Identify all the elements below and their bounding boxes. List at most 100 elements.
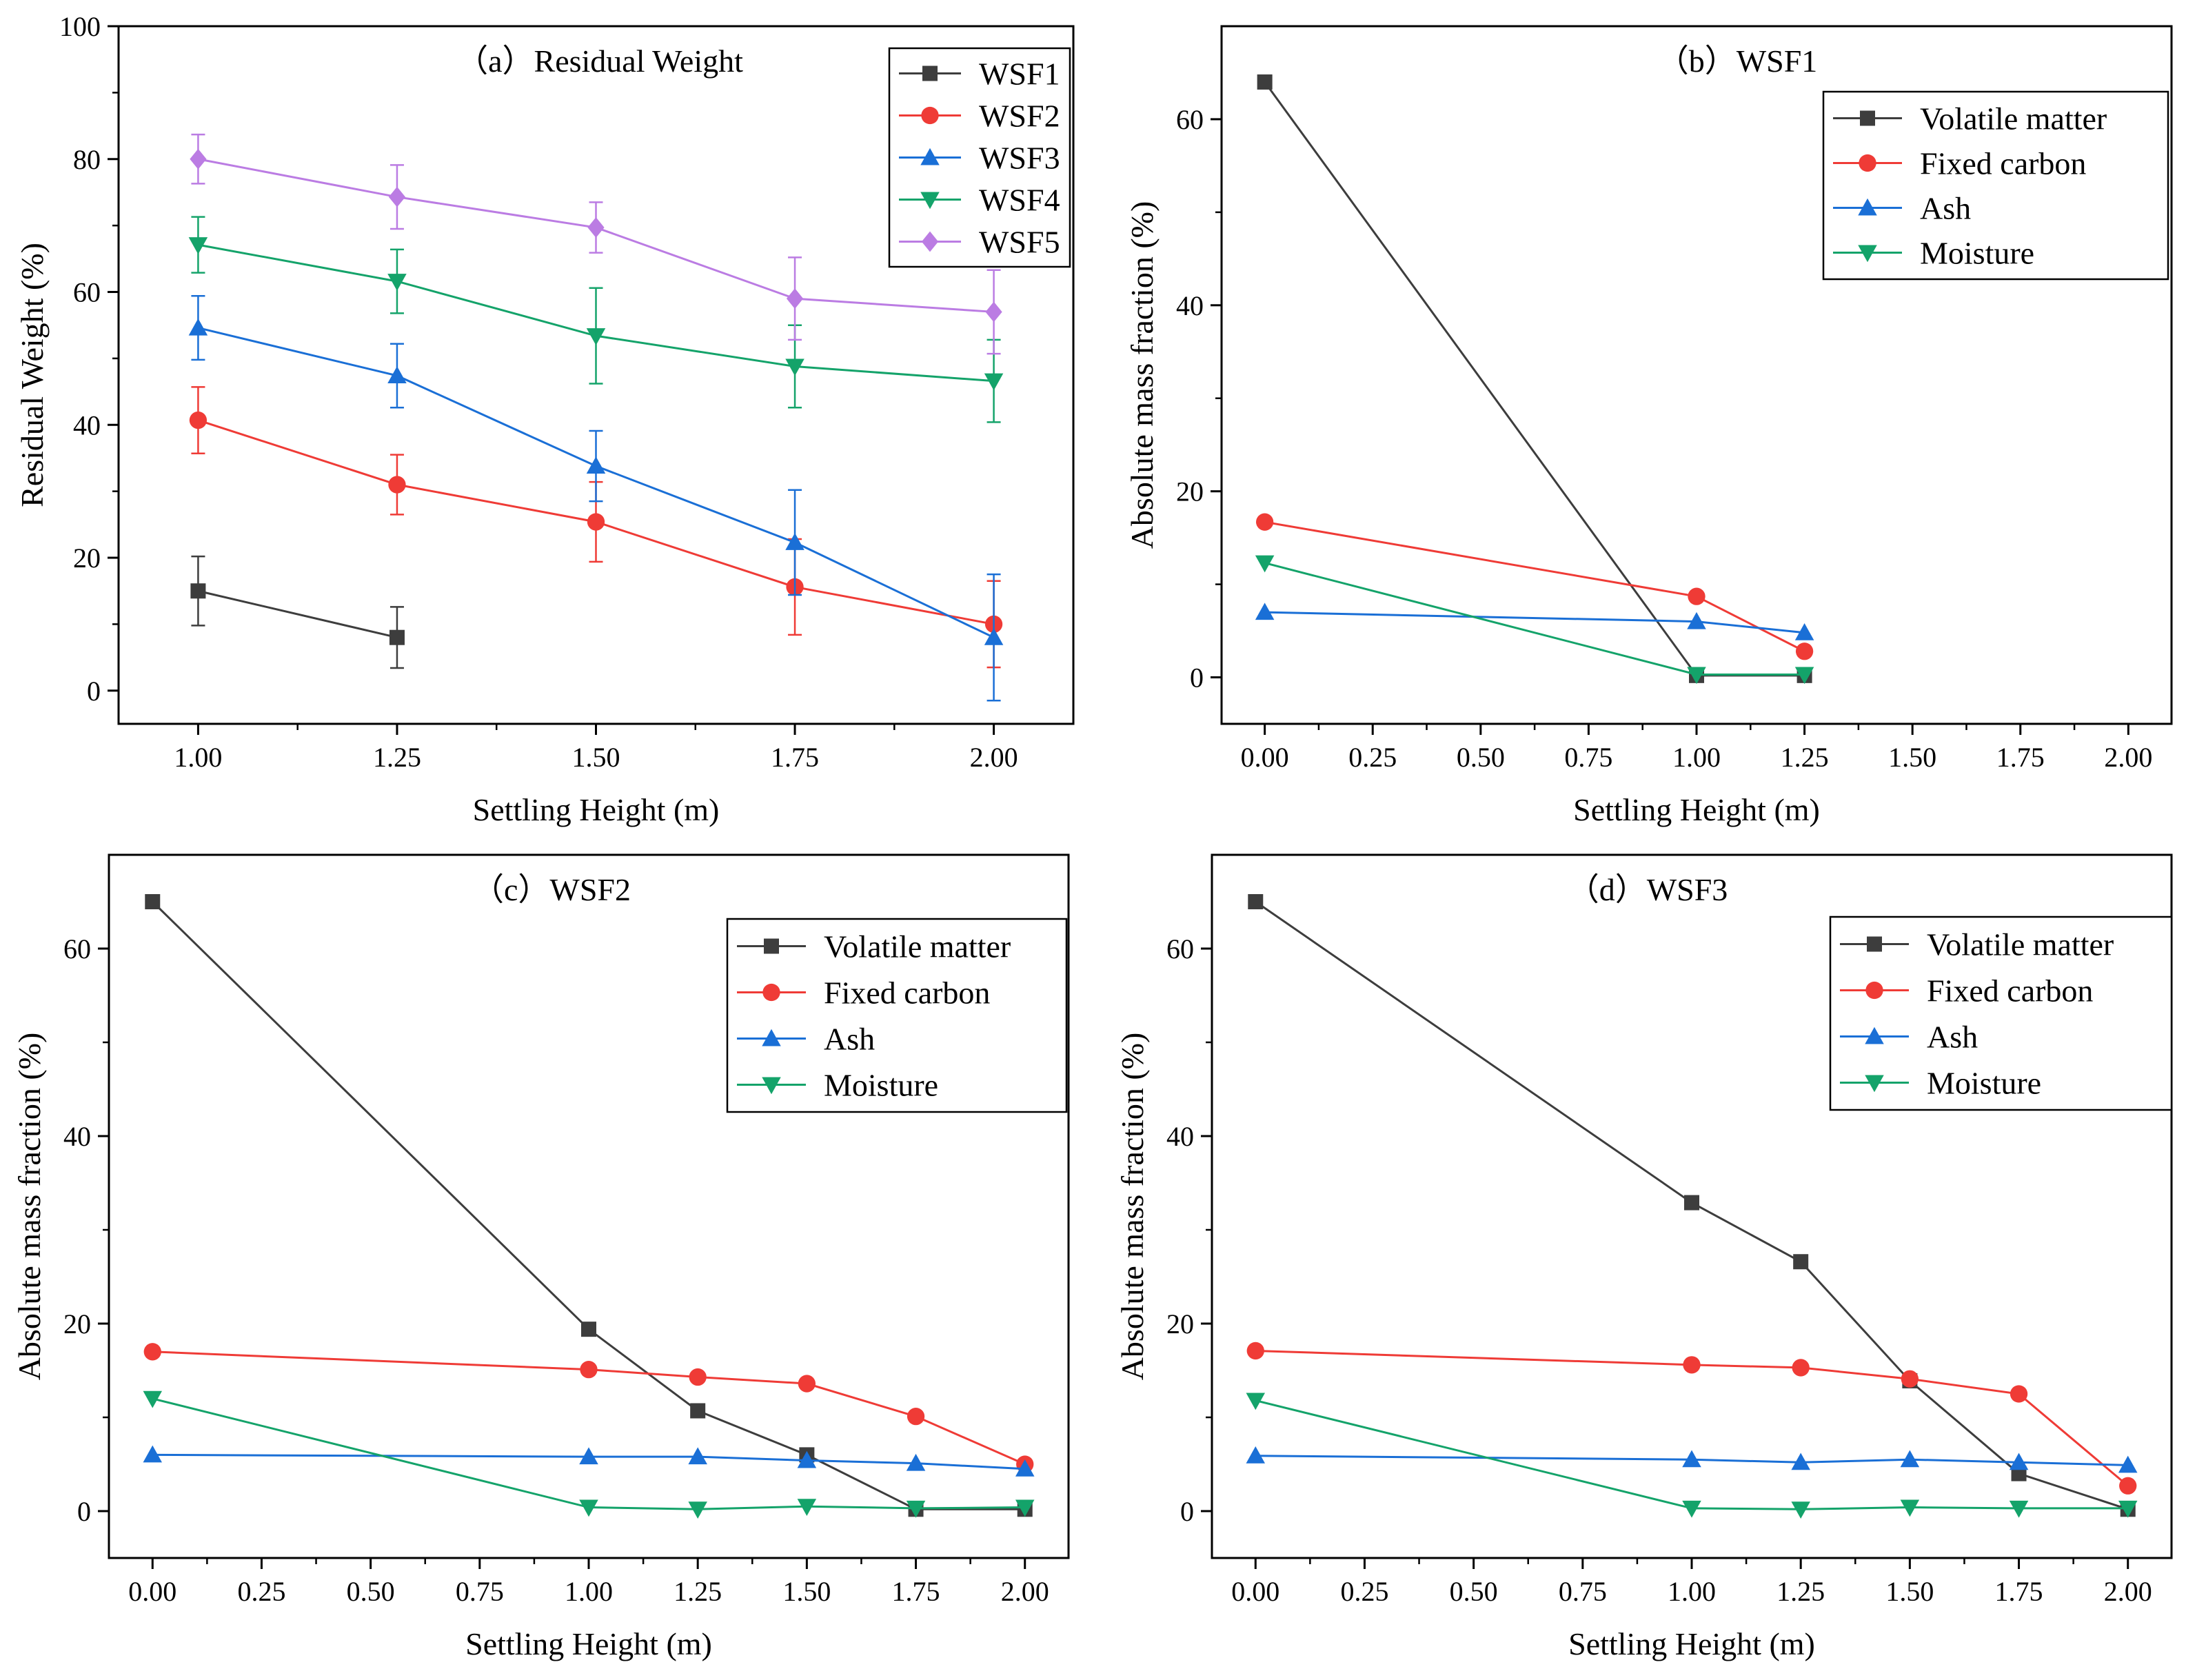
y-tick-label: 20 [73,543,101,574]
data-point [2009,1453,2029,1470]
data-point [1246,1393,1266,1410]
legend-marker [921,106,939,125]
series-moisture [1246,1393,2138,1519]
y-tick-label: 40 [63,1121,91,1152]
data-point [1793,1254,1809,1270]
legend-marker [764,938,779,954]
legend-marker [762,1077,781,1095]
data-point [188,318,208,336]
data-point [388,186,406,208]
data-point [786,288,804,310]
legend-marker [920,192,940,210]
x-tick-label: 1.75 [892,1576,940,1607]
x-tick-label: 2.00 [2104,1576,2152,1607]
data-point [1257,74,1273,90]
data-point [689,1368,707,1386]
data-point [785,533,804,550]
data-point [1900,1499,1920,1517]
data-point [1795,642,1814,660]
legend-label: Moisture [1927,1066,2041,1101]
data-point [1687,667,1706,685]
data-point [1687,611,1706,629]
x-axis-title: Settling Height (m) [465,1626,712,1661]
x-tick-label: 1.50 [1885,1576,1934,1607]
series-line [1255,1455,2128,1466]
x-tick-label: 1.75 [771,742,819,773]
data-point [143,1445,163,1463]
data-point [984,627,1004,645]
data-point [797,1450,817,1468]
data-point [985,301,1002,323]
data-point [2118,1500,2138,1518]
x-tick-label: 0.50 [1450,1576,1498,1607]
legend: Volatile matter Fixed carbon Ash Moisture [1829,915,2173,1111]
data-point [1901,1370,1919,1388]
series-line [152,1397,1025,1510]
data-point [690,1403,706,1419]
series-wsf3 [188,295,1004,702]
legend-label: WSF3 [979,141,1060,176]
y-tick-label: 20 [63,1308,91,1339]
data-point [688,1447,707,1465]
data-point [1688,587,1706,605]
legend-label: Volatile matter [824,929,1011,964]
data-point [1682,1500,1701,1518]
data-point [1682,1450,1701,1468]
series-fixed-carbon [1246,1342,2137,1495]
data-point [1683,1356,1701,1374]
x-axis-title: Settling Height (m) [1573,792,1820,827]
legend-label: Fixed carbon [1927,973,2093,1009]
legend-box [726,918,1068,1113]
y-tick-label: 40 [1166,1121,1194,1152]
legend-marker [762,1029,781,1046]
x-tick-label: 0.00 [1231,1576,1279,1607]
x-tick-label: 2.00 [2104,742,2152,773]
x-tick-label: 1.00 [565,1576,613,1607]
series-line [1255,900,2129,1510]
y-axis-title: Absolute mass fraction (%) [12,1033,47,1381]
y-tick-label: 80 [73,144,101,175]
series-wsf4 [188,216,1004,423]
panel-a-residual-weight: 1.00 1.25 1.50 1.75 2.00 0 20 40 60 80 100 Settling… [14,11,1075,827]
panel-b-wsf1: 0.00 0.25 0.50 0.75 1.00 1.25 1.50 1.75 2.00 0 20 4… [1124,25,2173,827]
x-tick-label: 0.75 [1564,742,1612,773]
x-tick-label: 1.50 [782,1576,831,1607]
x-tick-label: 0.50 [1457,742,1505,773]
series-wsf1 [190,555,405,669]
data-point [143,1343,161,1361]
data-point [581,1322,596,1337]
data-point [1255,603,1275,620]
legend-marker [1865,1026,1884,1044]
x-tick-label: 0.00 [1241,742,1289,773]
data-point [587,217,605,238]
data-point [797,1499,817,1516]
legend-label: WSF5 [979,225,1060,260]
data-point [688,1501,707,1519]
data-point [586,328,606,345]
data-point [1794,667,1814,685]
series-line [198,589,398,639]
x-tick-label: 0.25 [1340,1576,1388,1607]
series-line [1255,1349,2129,1487]
data-point [387,366,407,383]
x-axis-title: Settling Height (m) [473,792,720,827]
y-tick-label: 60 [1176,104,1204,135]
y-tick-label: 0 [77,1496,91,1527]
legend-marker [762,983,780,1002]
data-point [1684,1195,1699,1211]
legend: WSF1 WSF2 WSF3 WSF4 WSF5 [888,47,1071,268]
data-point [1791,1501,1810,1519]
x-tick-label: 2.00 [1001,1576,1049,1607]
legend-marker [1860,110,1875,126]
data-point [580,1360,598,1379]
data-point [785,358,804,376]
panel-title: （c）WSF2 [472,872,631,907]
x-tick-label: 0.50 [347,1576,395,1607]
x-tick-label: 1.00 [174,742,222,773]
series-ash [1246,1446,2138,1473]
x-tick-label: 1.75 [1995,1576,2043,1607]
x-tick-label: 1.50 [1888,742,1936,773]
legend-label: Ash [1920,191,1971,226]
data-point [587,513,605,531]
